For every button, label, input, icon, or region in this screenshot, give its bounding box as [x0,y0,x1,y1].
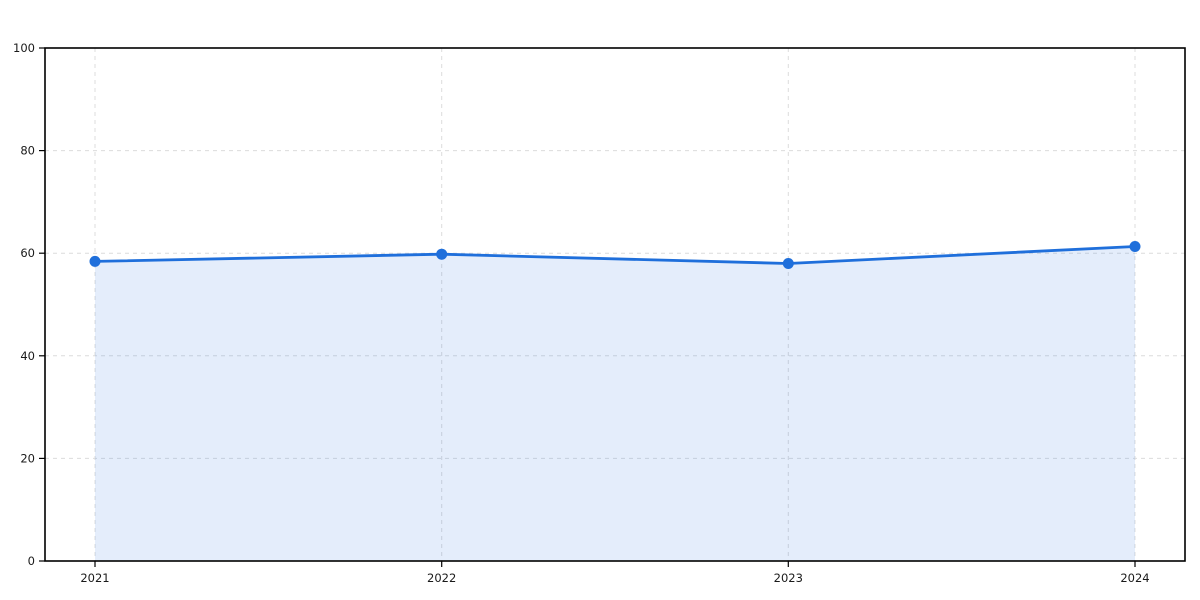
area-fill [95,246,1135,561]
y-tick-label: 60 [20,246,35,260]
data-point-marker [89,255,101,267]
x-tick-label: 2021 [80,571,109,585]
plot-border [44,47,1186,562]
y-tick-label: 100 [13,41,35,55]
y-tick-label: 20 [20,451,35,465]
x-tick-label: 2022 [427,571,456,585]
y-tick-label: 80 [20,144,35,158]
y-tick-label: 40 [20,349,35,363]
y-tick-label: 0 [28,554,35,568]
data-point-marker [782,258,794,269]
x-tick-label: 2024 [1120,571,1149,585]
data-point-marker [1129,241,1141,252]
trend-line [93,245,1137,265]
data-point-marker [436,248,448,260]
x-tick-label: 2023 [774,571,803,585]
